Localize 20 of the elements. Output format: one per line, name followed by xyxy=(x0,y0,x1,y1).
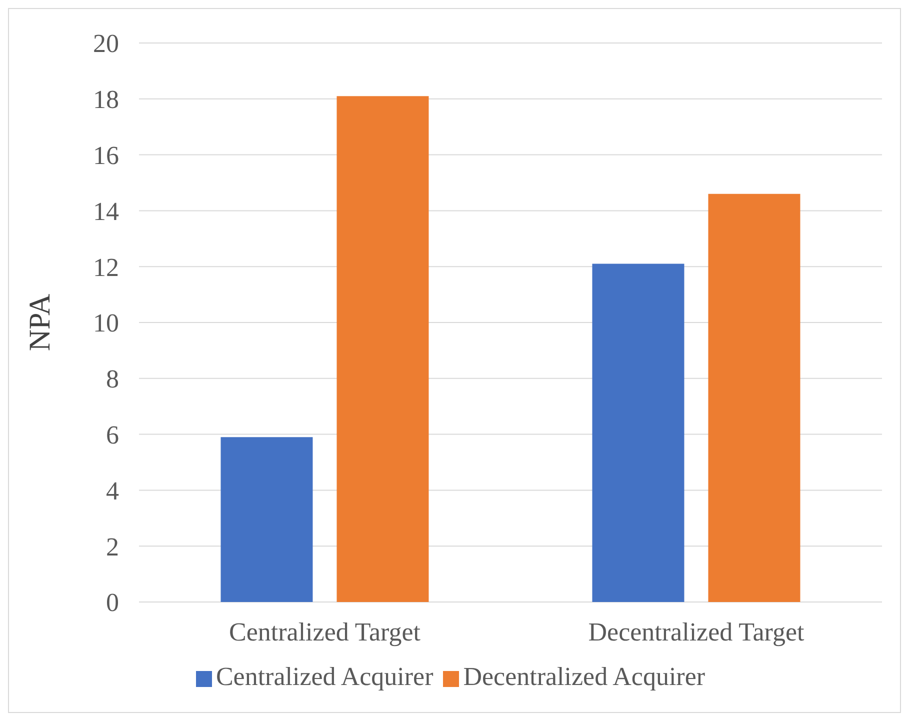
y-tick-label: 4 xyxy=(106,476,119,506)
y-tick-label: 20 xyxy=(93,29,119,58)
y-tick-label: 16 xyxy=(93,141,119,170)
legend-label: Centralized Acquirer xyxy=(216,662,434,691)
y-tick-label: 12 xyxy=(93,252,119,282)
y-tick-label: 14 xyxy=(93,196,119,226)
y-tick-label: 0 xyxy=(106,588,119,618)
x-tick-label: Decentralized Target xyxy=(588,617,805,646)
x-tick-label: Centralized Target xyxy=(229,617,422,646)
bar xyxy=(336,96,429,602)
legend-label: Decentralized Acquirer xyxy=(463,662,706,691)
bar xyxy=(220,437,313,602)
y-tick-label: 6 xyxy=(106,420,119,450)
y-tick-label: 10 xyxy=(93,308,119,338)
bar xyxy=(592,264,684,602)
y-axis-title: NPA xyxy=(24,294,57,352)
bar xyxy=(708,194,800,602)
y-tick-label: 18 xyxy=(93,85,119,114)
y-tick-label: 2 xyxy=(106,532,119,562)
y-tick-label: 8 xyxy=(106,364,119,394)
